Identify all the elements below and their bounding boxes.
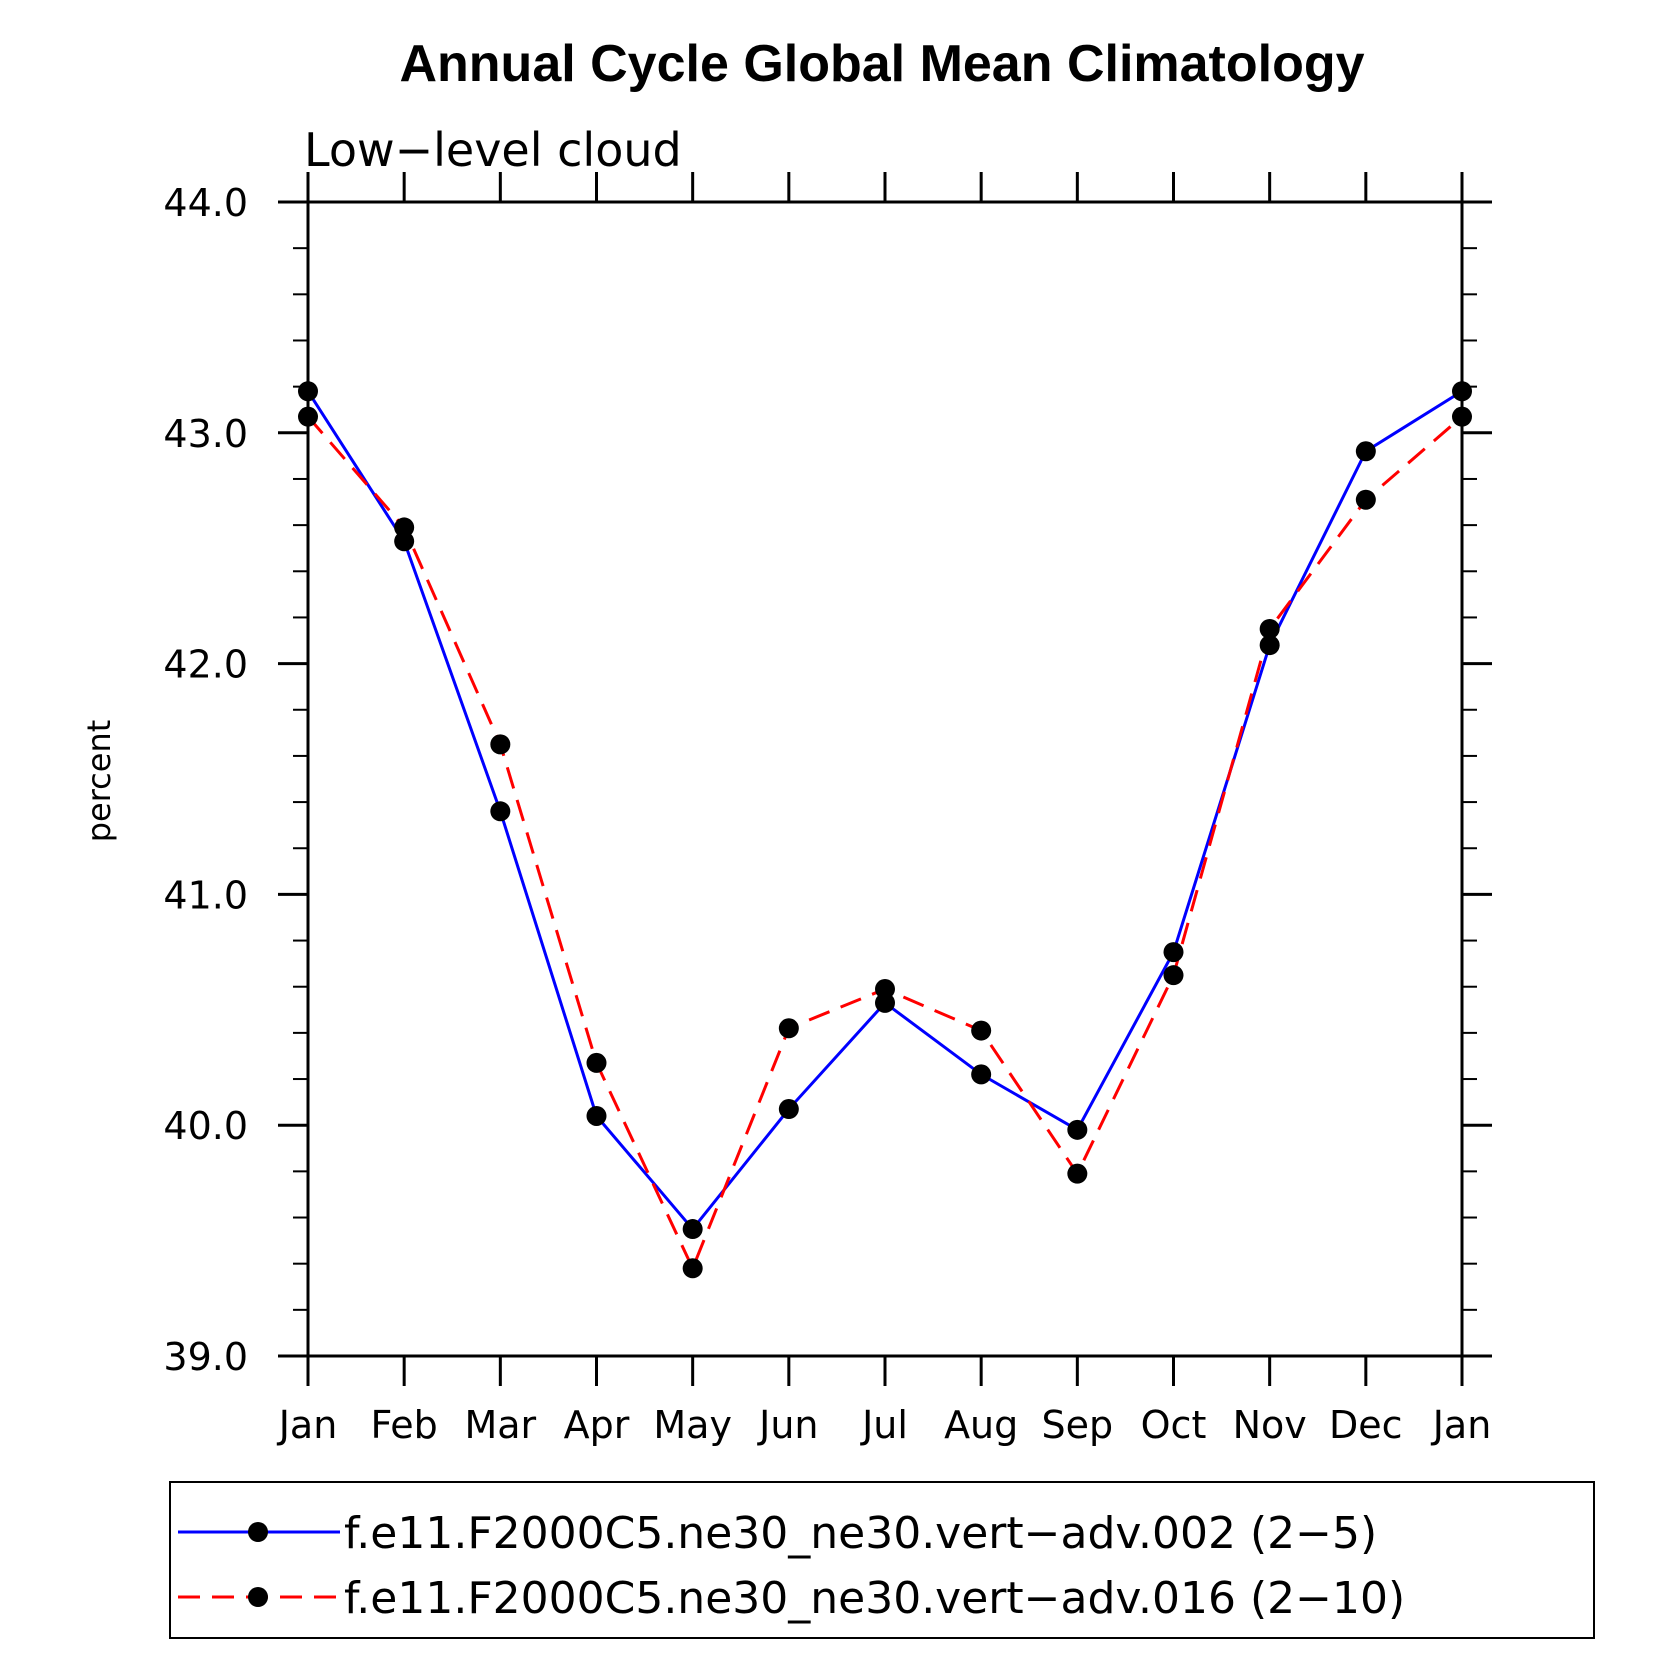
y-axis-label: percent bbox=[80, 720, 118, 843]
chart-title: Annual Cycle Global Mean Climatology bbox=[399, 35, 1364, 93]
y-tick-label: 41.0 bbox=[163, 873, 248, 917]
x-tick-label: Nov bbox=[1233, 1403, 1307, 1447]
x-tick-label: Jun bbox=[757, 1403, 818, 1447]
series-2-point bbox=[394, 517, 415, 538]
x-tick-label: Oct bbox=[1141, 1403, 1207, 1447]
series-2-point bbox=[971, 1020, 992, 1041]
x-tick-label: Jan bbox=[277, 1403, 338, 1447]
series-1-point bbox=[1355, 441, 1376, 462]
series-1-point bbox=[298, 381, 318, 402]
x-tick-label: Aug bbox=[944, 1403, 1018, 1447]
x-tick-label: Apr bbox=[564, 1403, 630, 1447]
series-1-point bbox=[1259, 635, 1280, 656]
series-2-point bbox=[875, 979, 895, 1000]
x-tick-label: May bbox=[653, 1403, 732, 1447]
y-tick-label: 43.0 bbox=[163, 412, 248, 456]
series-2-point bbox=[1067, 1163, 1088, 1184]
series-1-point bbox=[490, 801, 511, 822]
series-2-point bbox=[1452, 406, 1472, 427]
x-tick-label: Dec bbox=[1329, 1403, 1403, 1447]
series-1-point bbox=[875, 992, 895, 1013]
series-1-point bbox=[586, 1105, 607, 1126]
legend: f.e11.F2000C5.ne30_ne30.vert−adv.002 (2−… bbox=[169, 1481, 1595, 1639]
legend-box bbox=[169, 1481, 1595, 1639]
series-1-point bbox=[1067, 1119, 1088, 1140]
series-2-point bbox=[778, 1018, 799, 1039]
y-tick-label: 39.0 bbox=[163, 1335, 248, 1379]
x-tick-label: Feb bbox=[371, 1403, 438, 1447]
plot-area: Jan Feb Mar Apr May Jun Jul Aug Sep Oct Nov Dec Jan 3… bbox=[163, 172, 1492, 1447]
series-2-point bbox=[1259, 618, 1280, 639]
series-1-point bbox=[394, 531, 415, 552]
legend-label-1: f.e11.F2000C5.ne30_ne30.vert−adv.002 (2−… bbox=[344, 1508, 1377, 1559]
series-2-point bbox=[490, 734, 511, 755]
chart-subtitle: Low−level cloud bbox=[304, 123, 682, 177]
y-tick-label: 44.0 bbox=[163, 181, 248, 225]
series-1-point bbox=[1163, 942, 1184, 963]
x-tick-label: Mar bbox=[464, 1403, 536, 1447]
x-tick-label: Sep bbox=[1042, 1403, 1114, 1447]
x-tick-label: Jul bbox=[860, 1403, 908, 1447]
y-tick-label: 42.0 bbox=[163, 643, 248, 687]
series-1-point bbox=[1452, 381, 1472, 402]
series-2-point bbox=[682, 1258, 703, 1279]
legend-marker-1 bbox=[248, 1522, 268, 1542]
legend-label-2: f.e11.F2000C5.ne30_ne30.vert−adv.016 (2−… bbox=[344, 1573, 1405, 1624]
legend-marker-2 bbox=[248, 1587, 268, 1607]
series-2-point bbox=[586, 1052, 607, 1073]
series-1-point bbox=[778, 1099, 799, 1120]
series-1-point bbox=[682, 1219, 703, 1240]
series-2-point bbox=[298, 406, 318, 427]
series-2-point bbox=[1355, 489, 1376, 510]
x-tick-label: Jan bbox=[1431, 1403, 1492, 1447]
series-1-point bbox=[971, 1064, 992, 1085]
y-tick-label: 40.0 bbox=[163, 1104, 248, 1148]
series-2-point bbox=[1163, 965, 1184, 986]
